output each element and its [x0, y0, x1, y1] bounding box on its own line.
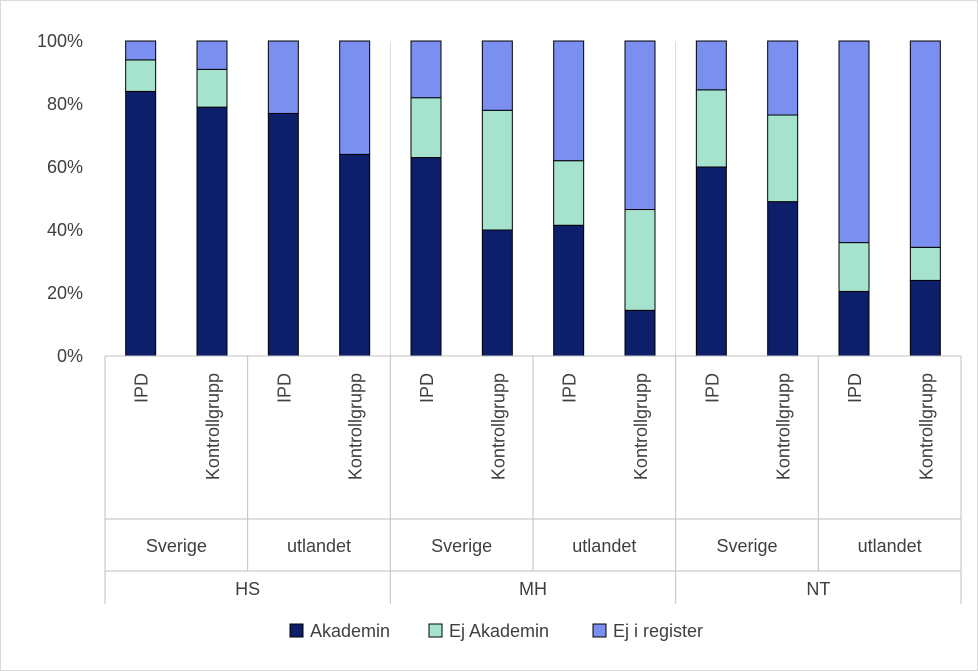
legend-swatch-ej-i-register — [592, 623, 607, 638]
category-label: IPD — [132, 373, 152, 403]
legend-label: Ej i register — [613, 621, 703, 641]
bar-segment-akademin — [624, 309, 656, 357]
bar-segment-akademin — [553, 224, 585, 357]
bar-segment-ej-i-register — [909, 40, 941, 248]
bar-segment-akademin — [767, 201, 799, 357]
bar-segment-ej-i-register — [125, 40, 157, 61]
subgroup-label: utlandet — [287, 536, 351, 556]
subgroup-label: utlandet — [858, 536, 922, 556]
subgroup-label: Sverige — [431, 536, 492, 556]
legend-label: Akademin — [310, 621, 390, 641]
y-tick-label: 80% — [47, 94, 83, 114]
bar-segment-akademin — [695, 166, 727, 357]
category-label: IPD — [274, 373, 294, 403]
subgroup-label: Sverige — [146, 536, 207, 556]
legend-label: Ej Akademin — [449, 621, 549, 641]
bar-segment-ej-akademin — [125, 59, 157, 92]
bar-segment-ej-i-register — [410, 40, 442, 99]
bar-segment-ej-i-register — [695, 40, 727, 91]
bar-segment-ej-i-register — [481, 40, 513, 111]
bar-segment-ej-i-register — [767, 40, 799, 116]
bar-segment-ej-akademin — [767, 114, 799, 203]
bar-segment-ej-i-register — [196, 40, 228, 70]
bar-segment-akademin — [838, 290, 870, 357]
bar-segment-ej-akademin — [624, 209, 656, 311]
bar-segment-ej-akademin — [481, 109, 513, 231]
category-label: Kontrollgrupp — [631, 373, 651, 480]
category-label: IPD — [417, 373, 437, 403]
y-tick-label: 0% — [57, 346, 83, 366]
category-label: Kontrollgrupp — [916, 373, 936, 480]
category-label: Kontrollgrupp — [346, 373, 366, 480]
bar-segment-ej-akademin — [410, 97, 442, 159]
group-label: MH — [519, 579, 547, 599]
bar-segment-akademin — [410, 157, 442, 357]
bar-segment-akademin — [339, 153, 371, 357]
category-label: Kontrollgrupp — [488, 373, 508, 480]
group-label: HS — [235, 579, 260, 599]
category-label: IPD — [702, 373, 722, 403]
y-tick-label: 100% — [37, 31, 83, 51]
y-tick-label: 60% — [47, 157, 83, 177]
bar-segment-ej-i-register — [838, 40, 870, 244]
bar-segment-ej-i-register — [624, 40, 656, 211]
bar-segment-akademin — [267, 112, 299, 357]
bar-segment-akademin — [196, 106, 228, 357]
bar-segment-ej-i-register — [267, 40, 299, 114]
bar-segment-ej-akademin — [553, 160, 585, 226]
subgroup-label: utlandet — [572, 536, 636, 556]
bar-segment-ej-akademin — [838, 242, 870, 292]
category-label: Kontrollgrupp — [203, 373, 223, 480]
bar-segment-ej-akademin — [196, 68, 228, 108]
category-label: Kontrollgrupp — [774, 373, 794, 480]
category-label: IPD — [845, 373, 865, 403]
bar-segment-ej-i-register — [553, 40, 585, 162]
group-label: NT — [806, 579, 830, 599]
legend-swatch-akademin — [289, 623, 304, 638]
bar-segment-ej-i-register — [339, 40, 371, 155]
legend-swatch-ej-akademin — [428, 623, 443, 638]
y-tick-label: 20% — [47, 283, 83, 303]
subgroup-label: Sverige — [716, 536, 777, 556]
bar-segment-ej-akademin — [909, 246, 941, 281]
bar-segment-akademin — [125, 90, 157, 357]
bar-segment-ej-akademin — [695, 89, 727, 168]
category-label: IPD — [560, 373, 580, 403]
bar-segment-akademin — [481, 229, 513, 357]
bar-segment-akademin — [909, 279, 941, 357]
y-tick-label: 40% — [47, 220, 83, 240]
